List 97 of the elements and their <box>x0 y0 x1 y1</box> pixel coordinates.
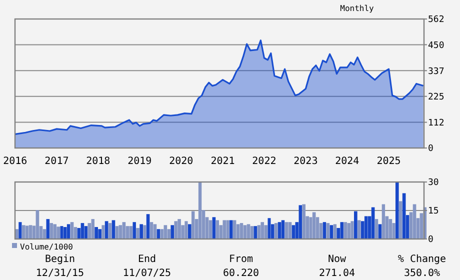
bar <box>115 226 119 239</box>
bar <box>140 224 143 239</box>
chart-subtitle: Monthly <box>340 4 374 13</box>
x-tick-label: 2018 <box>86 156 110 167</box>
bar <box>178 219 181 239</box>
y-tick-label: 15 <box>428 206 439 217</box>
bar <box>160 229 164 239</box>
bar <box>156 229 160 239</box>
bar <box>281 220 285 239</box>
text: 60.220 <box>222 268 260 279</box>
bar <box>84 226 88 239</box>
y-tick-label: 30 <box>428 178 439 188</box>
bar <box>216 220 220 239</box>
bar <box>364 216 368 239</box>
x-tick-label: 2025 <box>376 156 401 167</box>
y-tick-label: 562 <box>428 15 444 26</box>
bar <box>56 226 60 239</box>
bar <box>18 222 22 239</box>
bar <box>150 222 154 239</box>
bar <box>333 224 337 239</box>
bar <box>88 223 92 239</box>
bar <box>143 225 146 239</box>
bar <box>374 219 378 239</box>
bar <box>392 223 396 239</box>
bar <box>174 221 178 239</box>
bar <box>240 223 244 239</box>
bar <box>66 224 70 239</box>
bar <box>354 211 358 239</box>
bar <box>191 211 195 239</box>
bar <box>250 226 254 239</box>
x-tick-label: 2016 <box>3 156 28 167</box>
bar <box>132 222 136 239</box>
bar <box>358 220 361 239</box>
text: 11/07/25 <box>122 268 172 279</box>
bar <box>344 222 347 239</box>
bar <box>412 204 416 239</box>
bar <box>268 218 271 239</box>
x-tick-label: 2020 <box>169 156 194 167</box>
bar <box>98 229 102 239</box>
bar <box>188 224 192 239</box>
bar <box>274 223 278 239</box>
text: Begin <box>44 254 76 265</box>
bar <box>322 222 326 239</box>
bar <box>91 219 94 239</box>
text: From <box>228 254 254 265</box>
bar <box>136 228 140 239</box>
bar <box>108 223 112 239</box>
bar <box>126 226 130 239</box>
bar <box>298 205 302 239</box>
bar <box>402 193 406 239</box>
x-tick-label: 2023 <box>294 156 318 167</box>
y-tick-label: 0 <box>428 144 434 154</box>
bar <box>208 220 212 239</box>
text: 350.0% <box>404 268 440 279</box>
bar <box>198 182 202 239</box>
text: Now <box>328 254 348 265</box>
bar <box>42 229 46 239</box>
text: 12/31/15 <box>36 268 84 279</box>
text: End <box>138 254 156 265</box>
bar <box>129 226 133 239</box>
bar <box>25 226 29 239</box>
text: % Change <box>398 254 446 265</box>
bar <box>347 223 350 239</box>
bar <box>257 225 260 239</box>
bar <box>167 229 170 239</box>
x-tick-label: 2024 <box>335 156 360 167</box>
bar <box>229 220 233 239</box>
x-tick-label: 2017 <box>44 156 69 167</box>
text: 271.04 <box>318 268 356 279</box>
bar <box>340 222 344 239</box>
bar <box>53 224 57 239</box>
bar <box>22 225 26 239</box>
bar <box>94 227 98 239</box>
bar <box>264 225 268 239</box>
bar <box>232 220 236 239</box>
bar <box>399 201 402 239</box>
x-tick-label: 2021 <box>210 156 235 167</box>
bar <box>350 221 354 239</box>
bar <box>184 221 188 239</box>
bar <box>50 223 53 239</box>
x-tick-label: 2022 <box>252 156 276 167</box>
bar <box>292 225 296 239</box>
bar <box>260 222 264 239</box>
bar <box>302 204 306 239</box>
bar <box>60 226 64 239</box>
legend-label: Volume/1000 <box>20 242 74 252</box>
bar <box>395 182 399 239</box>
y-tick-label: 337 <box>428 66 444 77</box>
bar <box>170 225 174 239</box>
y-tick-label: 0 <box>428 235 434 246</box>
y-tick-label: 112 <box>428 118 444 128</box>
bar <box>382 204 386 239</box>
y-tick-label: 450 <box>428 40 444 51</box>
bar <box>102 225 105 239</box>
y-tick-label: 225 <box>428 92 444 103</box>
bar <box>222 220 226 239</box>
x-tick-label: 2019 <box>128 156 152 167</box>
